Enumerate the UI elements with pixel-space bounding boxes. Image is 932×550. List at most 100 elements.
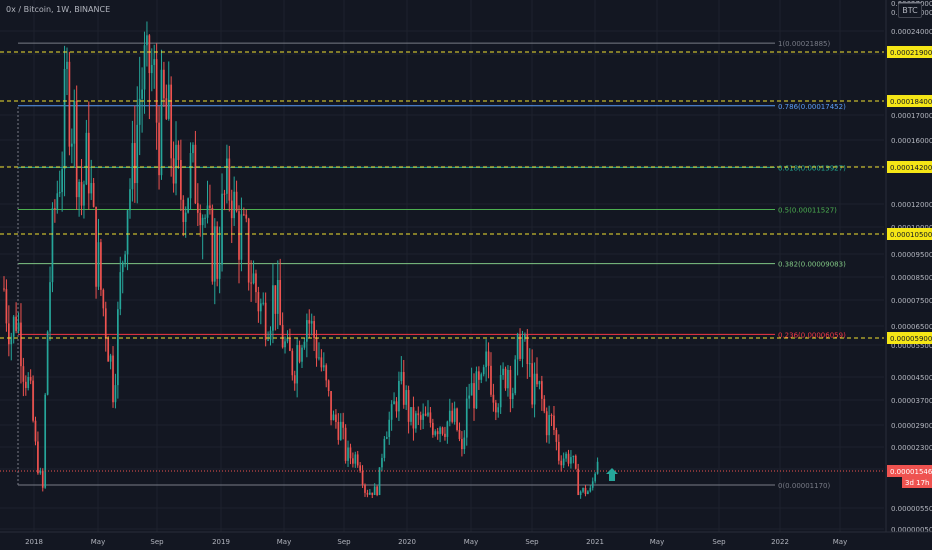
x-tick-label: Sep [150, 538, 164, 546]
candle-body [37, 441, 39, 474]
candle-body [51, 208, 54, 283]
candle-body [415, 413, 417, 429]
candle-body [473, 383, 475, 409]
candle-body [451, 410, 454, 422]
candle-body [470, 383, 473, 396]
candle-body [550, 415, 553, 417]
candle-body [507, 369, 509, 389]
candle-body [228, 158, 231, 201]
candle-body [257, 292, 260, 312]
candle-body [180, 159, 182, 200]
candle-body [206, 205, 209, 218]
candle-body [548, 415, 550, 436]
candle-body [480, 374, 483, 380]
candle-body [56, 193, 59, 210]
candle-body [153, 59, 156, 65]
scale-currency-button[interactable]: BTC [898, 3, 922, 18]
candle-body [305, 320, 308, 342]
candle-body [136, 124, 139, 184]
candle-body [286, 338, 289, 342]
candle-body [337, 421, 340, 440]
candle-body [226, 158, 228, 194]
candle-body [201, 217, 204, 226]
candle-body [291, 350, 294, 376]
candle-body [17, 322, 20, 331]
candle-body [211, 207, 214, 282]
candle-body [95, 206, 97, 287]
candle-body [468, 395, 471, 399]
y-tick-label: 0.00008500 [891, 274, 932, 282]
candle-body [347, 447, 349, 461]
candle-body [303, 341, 306, 348]
candle-body [114, 385, 117, 403]
x-tick-label: 2021 [586, 538, 604, 546]
candle-body [596, 461, 599, 474]
candle-body [533, 373, 536, 405]
candle-body [97, 242, 100, 287]
candle-body [104, 308, 107, 339]
candle-body [218, 264, 221, 279]
level-price-tag [887, 46, 932, 58]
candle-body [92, 183, 95, 207]
candle-body [117, 309, 119, 386]
candle-body [587, 491, 589, 495]
x-tick-label: 2020 [398, 538, 416, 546]
candle-body [359, 465, 361, 472]
candle-body [63, 68, 66, 170]
chart-title: 0x / Bitcoin, 1W, BINANCE [6, 5, 111, 14]
candle-body [259, 303, 262, 312]
candle-body [509, 369, 512, 400]
candle-body [410, 407, 412, 422]
x-tick-label: 2018 [25, 538, 43, 546]
candle-body [422, 413, 424, 420]
candle-body [565, 453, 567, 459]
countdown-label: 3d 17h [905, 479, 929, 487]
y-tick-label: 0.00017000 [891, 112, 932, 120]
candle-body [494, 402, 497, 413]
candle-body [361, 471, 364, 485]
candle-body [252, 273, 255, 284]
y-tick-label: 0.00000050 [891, 526, 932, 534]
fib-label: 0(0.00001170) [778, 482, 830, 490]
candle-body [158, 122, 160, 176]
fib-label: 0.382(0.00009083) [778, 261, 846, 269]
candle-body [327, 380, 330, 392]
y-tick-label: 0.00002300 [891, 444, 932, 452]
candle-body [107, 338, 110, 362]
candle-body [315, 338, 318, 359]
candle-body [352, 458, 354, 464]
candle-body [83, 184, 85, 206]
candle-body [436, 431, 439, 435]
candle-body [177, 144, 180, 160]
candle-body [281, 324, 284, 348]
fib-label: 0.618(0.00013927) [778, 164, 846, 172]
candle-body [238, 211, 240, 260]
level-price-tag [887, 161, 932, 173]
candle-body [73, 101, 76, 144]
y-tick-label: 0.00006500 [891, 323, 932, 331]
candle-body [165, 98, 168, 119]
candle-body [78, 181, 80, 198]
candle-body [296, 345, 299, 384]
candle-body [492, 394, 495, 403]
candle-body [482, 367, 485, 375]
candle-body [46, 331, 49, 395]
candle-body [175, 144, 177, 184]
candle-body [255, 273, 257, 293]
candle-body [511, 393, 514, 400]
candle-body [150, 64, 153, 74]
candle-body [146, 35, 148, 46]
candle-body [143, 45, 146, 90]
level-price-label: 0.00021900 [890, 49, 932, 57]
candle-body [555, 429, 558, 442]
scale-divider [898, 2, 922, 3]
candle-body [458, 430, 461, 439]
candle-body [204, 217, 206, 219]
candle-body [557, 441, 560, 461]
candle-body [213, 226, 216, 282]
candle-body [545, 411, 548, 436]
candle-body [148, 35, 151, 74]
candle-body [444, 433, 446, 437]
candle-body [461, 438, 463, 450]
